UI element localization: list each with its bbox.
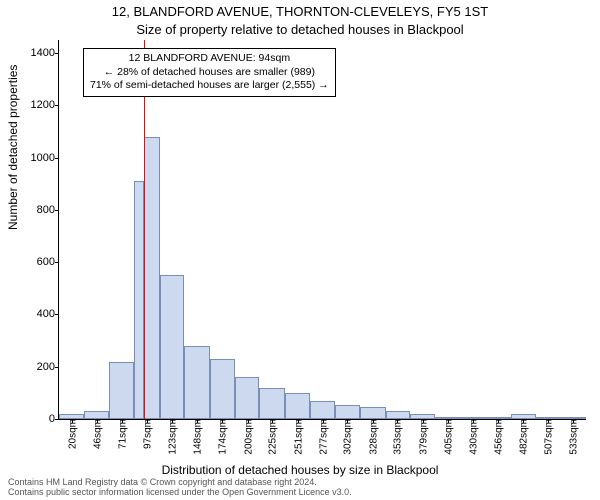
x-tick-label: 225sqm — [266, 419, 279, 455]
footer-line2: Contains public sector information licen… — [8, 488, 352, 498]
chart-title-line2: Size of property relative to detached ho… — [0, 22, 600, 37]
x-tick-label: 20sqm — [65, 419, 78, 449]
histogram-bar — [160, 275, 184, 419]
x-tick-label: 405sqm — [442, 419, 455, 455]
y-tick-mark — [55, 262, 59, 263]
histogram-bar — [386, 411, 410, 419]
x-tick-label: 379sqm — [416, 419, 429, 455]
y-tick-mark — [55, 105, 59, 106]
x-tick-label: 533sqm — [567, 419, 580, 455]
x-tick-label: 456sqm — [492, 419, 505, 455]
annotation-line3: 71% of semi-detached houses are larger (… — [90, 79, 329, 93]
histogram-bar — [259, 388, 284, 419]
x-tick-label: 123sqm — [166, 419, 179, 455]
histogram-bar — [335, 405, 360, 419]
histogram-bar — [84, 411, 108, 419]
x-tick-label: 482sqm — [517, 419, 530, 455]
annotation-box: 12 BLANDFORD AVENUE: 94sqm ← 28% of deta… — [83, 48, 336, 97]
y-tick-mark — [55, 367, 59, 368]
histogram-bar — [109, 362, 134, 420]
histogram-bar — [210, 359, 235, 419]
histogram-bar — [235, 377, 259, 419]
x-tick-label: 328sqm — [366, 419, 379, 455]
x-tick-label: 174sqm — [216, 419, 229, 455]
histogram-bar — [310, 401, 334, 419]
x-tick-label: 71sqm — [115, 419, 128, 449]
y-tick-mark — [55, 419, 59, 420]
y-tick-mark — [55, 158, 59, 159]
x-tick-label: 148sqm — [190, 419, 203, 455]
y-tick-mark — [55, 53, 59, 54]
histogram-bar — [285, 393, 310, 419]
y-tick-mark — [55, 314, 59, 315]
x-tick-label: 353sqm — [391, 419, 404, 455]
x-axis-label: Distribution of detached houses by size … — [0, 463, 600, 477]
x-tick-label: 302sqm — [341, 419, 354, 455]
x-tick-label: 251sqm — [291, 419, 304, 455]
histogram-bar — [144, 137, 160, 419]
x-tick-label: 97sqm — [140, 419, 153, 449]
y-axis-label: Number of detached properties — [6, 65, 20, 230]
x-tick-label: 277sqm — [316, 419, 329, 455]
x-tick-label: 430sqm — [466, 419, 479, 455]
chart-container: 12, BLANDFORD AVENUE, THORNTON-CLEVELEYS… — [0, 0, 600, 500]
footer-attribution: Contains HM Land Registry data © Crown c… — [8, 478, 352, 498]
x-tick-label: 46sqm — [91, 419, 104, 449]
histogram-bar — [184, 346, 209, 419]
annotation-line2: ← 28% of detached houses are smaller (98… — [90, 66, 329, 80]
x-tick-label: 507sqm — [541, 419, 554, 455]
plot-area: 12 BLANDFORD AVENUE: 94sqm ← 28% of deta… — [58, 40, 586, 420]
chart-title-line1: 12, BLANDFORD AVENUE, THORNTON-CLEVELEYS… — [0, 4, 600, 19]
annotation-line1: 12 BLANDFORD AVENUE: 94sqm — [90, 52, 329, 66]
histogram-bar — [360, 407, 385, 419]
histogram-bar — [134, 181, 144, 419]
y-tick-mark — [55, 210, 59, 211]
x-tick-label: 200sqm — [241, 419, 254, 455]
